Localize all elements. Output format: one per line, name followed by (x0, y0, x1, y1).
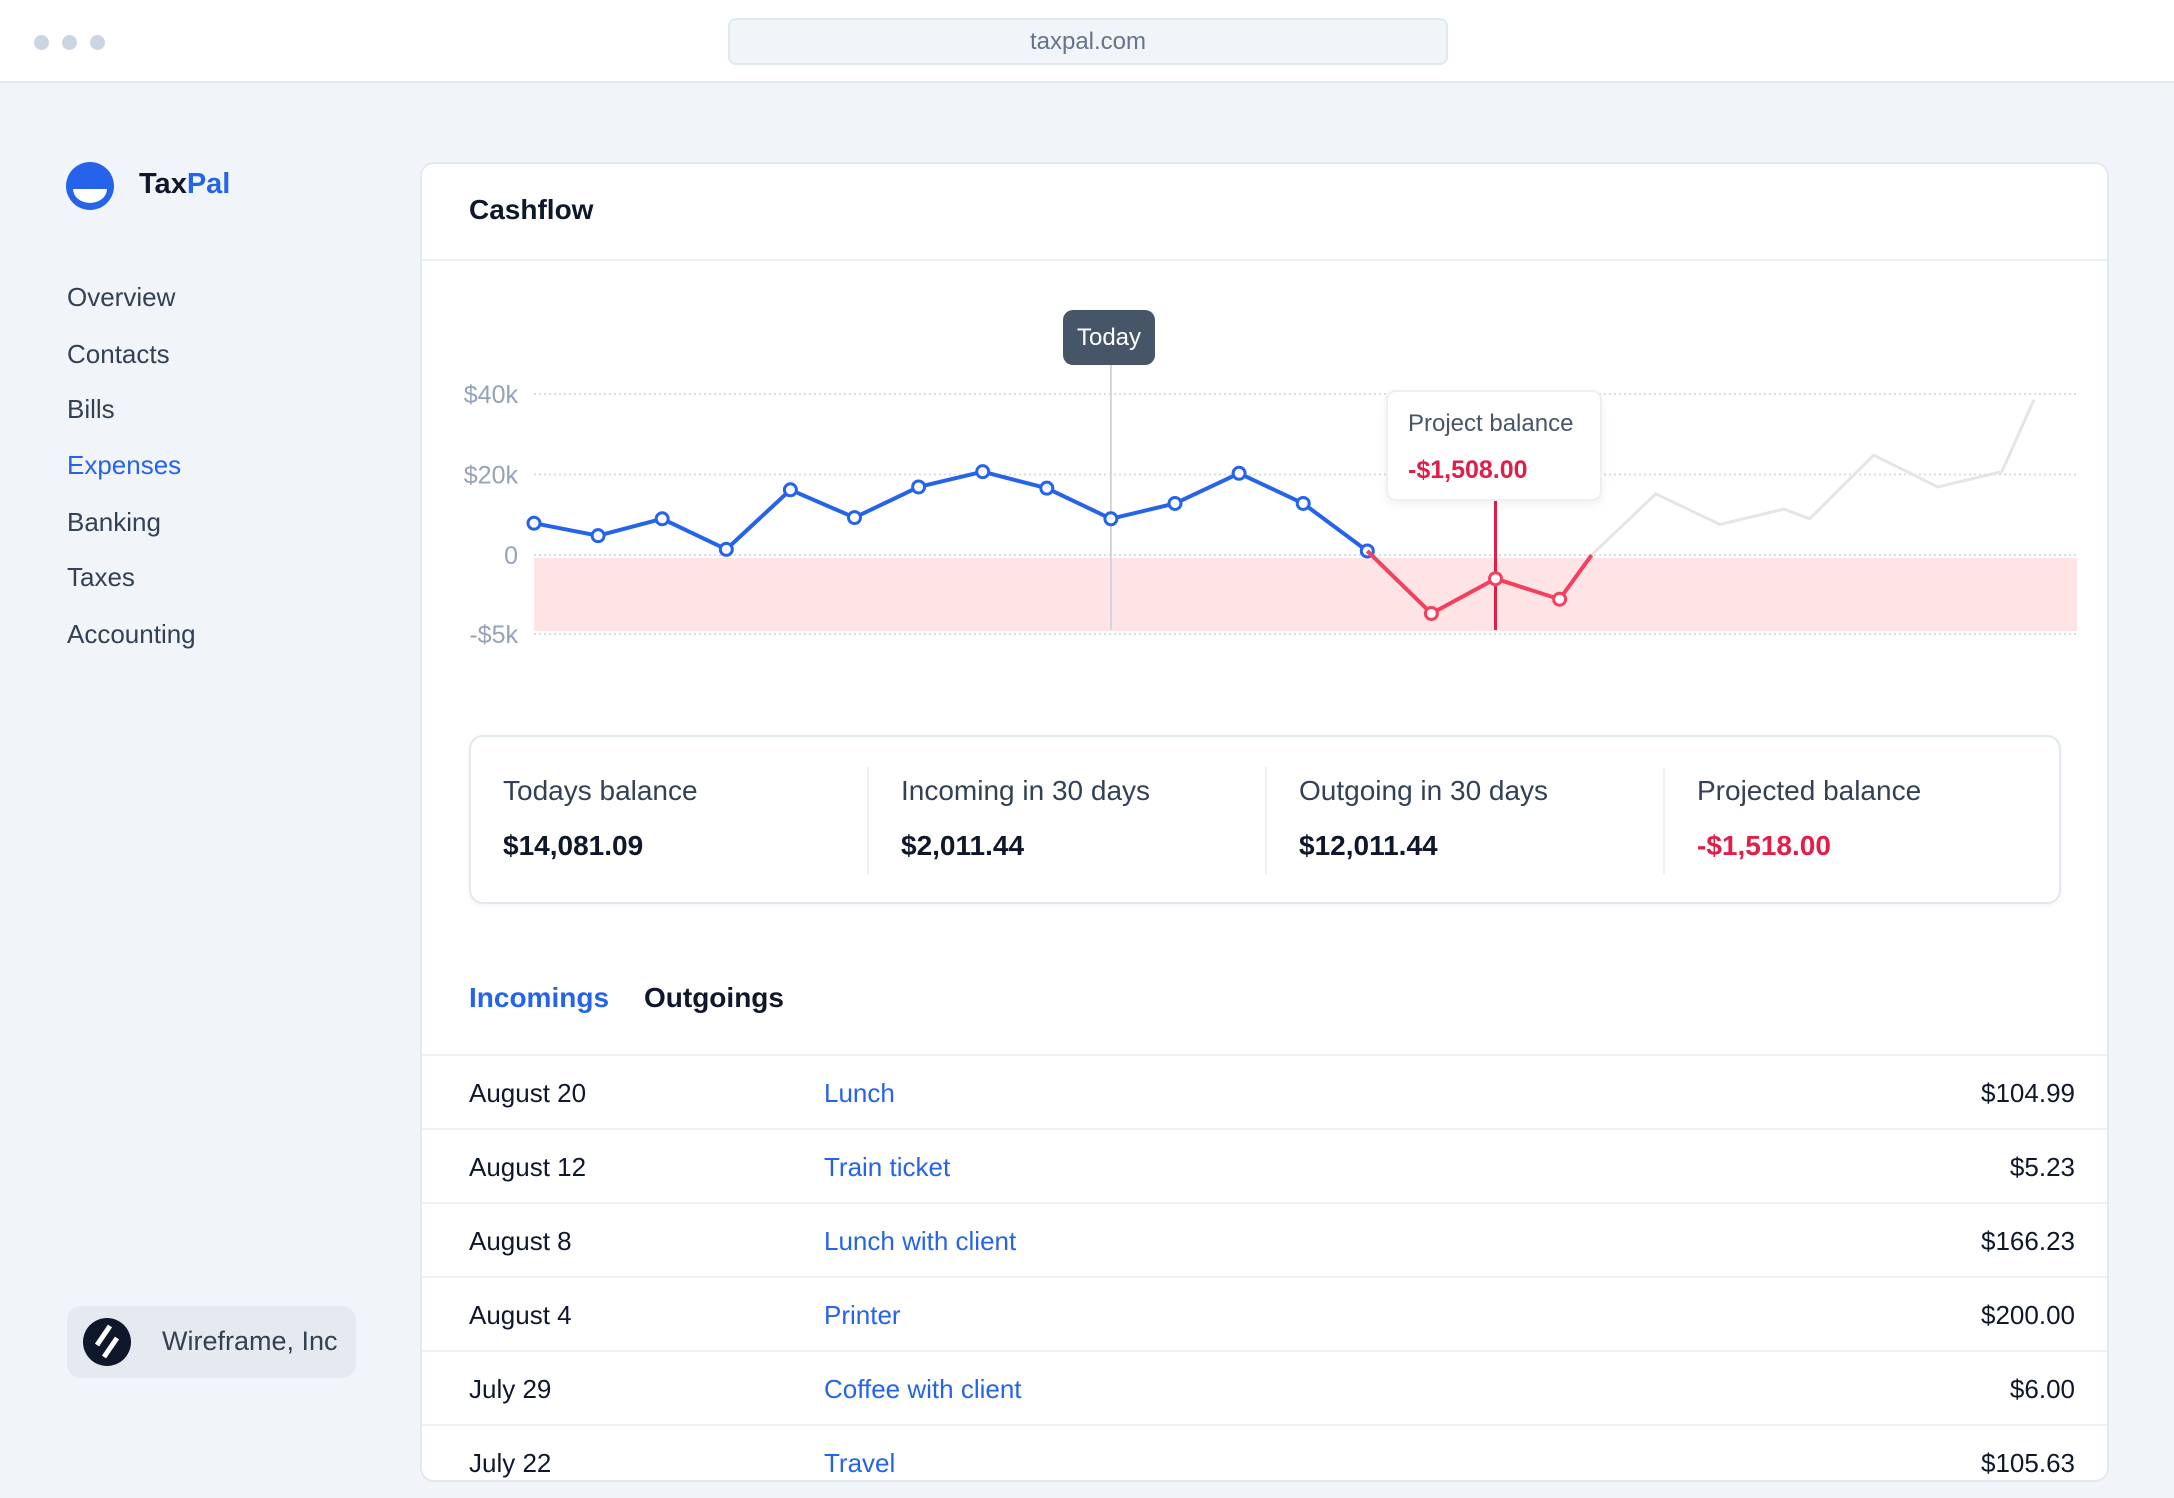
browser-bar: taxpal.com (0, 0, 2174, 83)
project-balance-tooltip: Project balance -$1,508.00 (1386, 390, 1602, 501)
table-row[interactable]: August 8 Lunch with client $166.23 (422, 1202, 2107, 1276)
y-tick-label: -$5k (469, 621, 518, 649)
row-date: August 12 (469, 1152, 587, 1182)
sidebar-item-contacts[interactable]: Contacts (67, 339, 170, 369)
table-row[interactable]: August 4 Printer $200.00 (422, 1276, 2107, 1350)
y-tick-label: 0 (504, 542, 518, 570)
table-row[interactable]: July 22 Travel $105.63 (422, 1424, 2107, 1498)
data-point (1488, 571, 1503, 587)
sidebar-item-overview[interactable]: Overview (67, 282, 176, 312)
row-name-link[interactable]: Printer (824, 1300, 901, 1330)
stat-label: Incoming in 30 days (901, 775, 1151, 806)
row-date: August 4 (469, 1300, 572, 1330)
data-point (1423, 605, 1439, 621)
stat-label: Todays balance (503, 775, 698, 806)
y-tick-label: $20k (464, 462, 519, 490)
stat-value: -$1,518.00 (1697, 830, 1831, 861)
table-row[interactable]: August 20 Lunch $104.99 (422, 1054, 2107, 1128)
series-line-actual (533, 469, 1369, 553)
data-point (1295, 495, 1311, 511)
row-amount: $104.99 (1981, 1078, 2075, 1108)
data-point (526, 515, 542, 531)
table-row[interactable]: July 29 Coffee with client $6.00 (422, 1350, 2107, 1424)
today-badge: Today (1063, 310, 1155, 365)
row-amount: $5.23 (2009, 1152, 2075, 1182)
divider (867, 767, 869, 874)
card-title: Cashflow (469, 194, 594, 225)
sidebar-item-banking[interactable]: Banking (67, 507, 161, 537)
stat-value: $14,081.09 (503, 830, 644, 861)
cashflow-card: Cashflow $40k $20k 0 -$5k Today Project bal… (420, 162, 2109, 1482)
divider (1663, 767, 1665, 874)
brand-part1: Tax (139, 168, 187, 200)
window-dot[interactable] (62, 35, 77, 50)
brand-name[interactable]: TaxPal (139, 168, 230, 201)
data-point (590, 528, 606, 544)
divider (1265, 767, 1267, 874)
wireframe-logo-icon (83, 1318, 131, 1366)
row-date: July 29 (469, 1374, 552, 1404)
data-point (1039, 480, 1055, 496)
sidebar-item-expenses[interactable]: Expenses (67, 450, 182, 480)
data-point (654, 511, 670, 527)
row-date: August 20 (469, 1078, 587, 1108)
organization-switcher[interactable]: Wireframe, Inc (67, 1306, 356, 1378)
row-name-link[interactable]: Train ticket (824, 1152, 951, 1182)
row-name-link[interactable]: Lunch with client (824, 1226, 1017, 1256)
stat-label: Projected balance (1697, 775, 1922, 806)
stat-value: $12,011.44 (1299, 830, 1438, 861)
data-point (911, 479, 927, 495)
table-row[interactable]: August 12 Train ticket $5.23 (422, 1128, 2107, 1202)
divider (422, 259, 2107, 261)
tooltip-value: -$1,508.00 (1408, 456, 1528, 484)
data-point (1552, 591, 1568, 607)
window-dot[interactable] (90, 35, 105, 50)
row-amount: $200.00 (1981, 1300, 2075, 1330)
row-name-link[interactable]: Coffee with client (824, 1374, 1022, 1404)
row-amount: $166.23 (1981, 1226, 2075, 1256)
stats-panel: Todays balance $14,081.09 Incoming in 30 d… (469, 735, 2061, 904)
sidebar-item-bills[interactable]: Bills (67, 394, 115, 424)
row-date: August 8 (469, 1226, 572, 1256)
sidebar-item-accounting[interactable]: Accounting (67, 619, 196, 649)
data-point (1231, 465, 1247, 481)
data-point (847, 510, 862, 526)
stat-label: Outgoing in 30 days (1299, 775, 1549, 806)
tooltip-label: Project balance (1408, 410, 1574, 437)
brand-part2: Pal (186, 168, 231, 200)
data-point (1103, 511, 1119, 527)
y-tick-label: $40k (464, 381, 519, 409)
tab-outgoings[interactable]: Outgoings (644, 982, 784, 1013)
data-point (718, 541, 734, 557)
cashflow-chart: $40k $20k 0 -$5k (464, 364, 2077, 649)
data-point (1167, 495, 1183, 511)
row-amount: $6.00 (2009, 1374, 2075, 1404)
organization-name: Wireframe, Inc (162, 1326, 338, 1356)
series-line-projected (1590, 399, 2036, 557)
sidebar-item-taxes[interactable]: Taxes (67, 562, 135, 592)
address-bar[interactable]: taxpal.com (728, 18, 1448, 65)
data-point (782, 482, 798, 498)
negative-band (534, 558, 2077, 631)
window-dot[interactable] (34, 35, 49, 50)
data-point (975, 464, 991, 480)
taxpal-logo-icon (66, 162, 114, 210)
row-name-link[interactable]: Lunch (824, 1078, 895, 1108)
tab-incomings[interactable]: Incomings (469, 982, 610, 1013)
stat-value: $2,011.44 (901, 830, 1025, 861)
